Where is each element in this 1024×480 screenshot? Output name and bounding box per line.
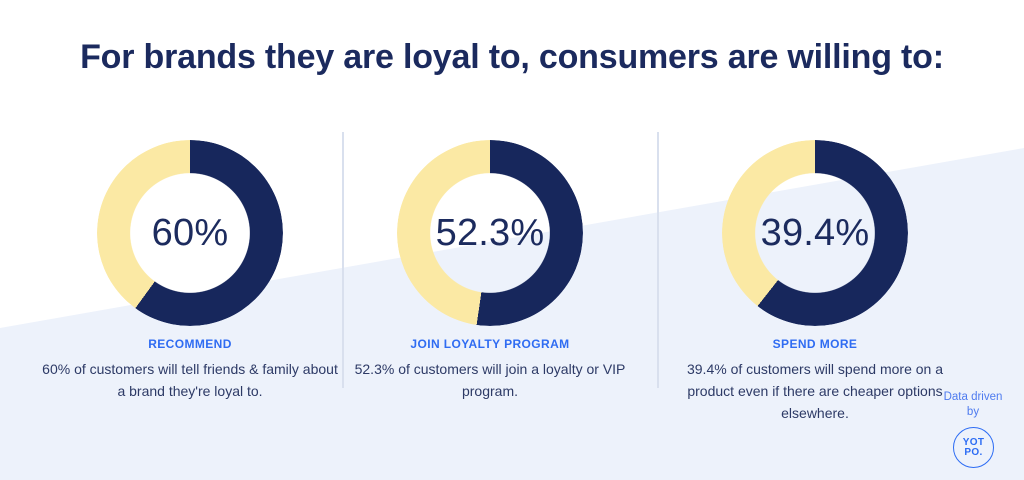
- stat-label: RECOMMEND: [148, 337, 232, 351]
- description-line: a brand they're loyal to.: [117, 383, 263, 399]
- page-title: For brands they are loyal to, consumers …: [80, 38, 944, 76]
- donut-chart-spend-more: 39.4%: [722, 140, 908, 326]
- stat-card-join-loyalty-program: 52.3% JOIN LOYALTY PROGRAM 52.3% of cust…: [330, 140, 650, 402]
- donut-chart-recommend: 60%: [97, 140, 283, 326]
- donut-value: 60%: [151, 211, 229, 254]
- stat-card-recommend: 60% RECOMMEND 60% of customers will tell…: [30, 140, 350, 402]
- donut-ring: [397, 140, 583, 326]
- yotpo-logo: YOT PO.: [953, 427, 994, 468]
- donut-value: 39.4%: [760, 211, 870, 254]
- donut-value: 52.3%: [435, 211, 545, 254]
- stat-description: 52.3% of customers will join a loyalty o…: [330, 358, 650, 402]
- donut-ring: [97, 140, 283, 326]
- data-credit-text: Data driven by: [943, 391, 1003, 418]
- stat-label: SPEND MORE: [772, 337, 858, 351]
- stat-description: 60% of customers will tell friends & fam…: [30, 358, 350, 402]
- column-divider-2: [657, 132, 659, 388]
- description-line: 52.3% of customers will join a loyalty o…: [354, 361, 626, 377]
- donut-ring: [722, 140, 908, 326]
- description-line: elsewhere.: [781, 405, 849, 421]
- stat-card-spend-more: 39.4% SPEND MORE 39.4% of customers will…: [655, 140, 975, 424]
- stat-label: JOIN LOYALTY PROGRAM: [410, 337, 570, 351]
- yotpo-logo-text: YOT: [962, 436, 985, 448]
- yotpo-logo-text: PO.: [964, 446, 983, 458]
- donut-chart-join-loyalty-program: 52.3%: [397, 140, 583, 326]
- description-line: program.: [461, 383, 519, 399]
- stat-description: 39.4% of customers will spend more on a …: [655, 358, 975, 424]
- description-line: product even if there are cheaper option…: [687, 383, 943, 399]
- description-line: 39.4% of customers will spend more on a: [686, 361, 943, 377]
- column-divider-1: [342, 132, 344, 388]
- description-line: 60% of customers will tell friends & fam…: [42, 361, 338, 377]
